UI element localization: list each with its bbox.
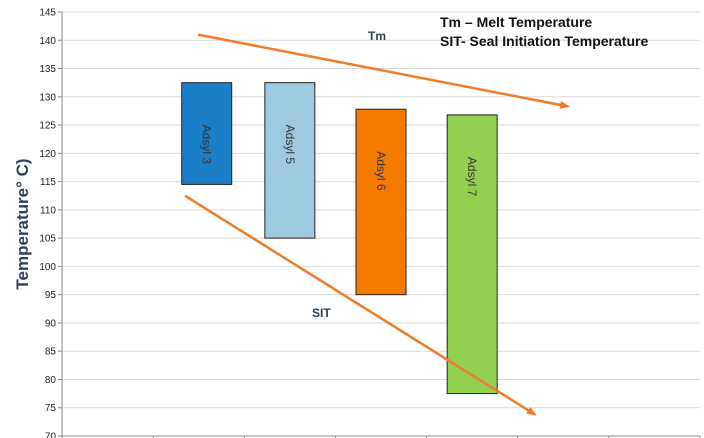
arrow-sit: [184, 194, 537, 416]
bar-label: Adsyl 5: [283, 125, 297, 165]
y-tick-label: 100: [39, 262, 56, 273]
y-tick-label: 70: [45, 432, 57, 438]
bar-label: Adsyl 7: [465, 157, 479, 197]
arrow-label-sit: SIT: [312, 306, 331, 320]
y-axis-ticks: 70 75 80 85 90 95 100 105 110 115 120 125 130 135 140 1…: [39, 8, 62, 438]
bar-adsyl-5: [264, 82, 316, 239]
bar-label: Adsyl 6: [374, 151, 388, 191]
y-tick-label: 135: [39, 64, 56, 75]
y-tick-label: 145: [39, 8, 56, 19]
y-tick-label: 90: [45, 318, 57, 329]
y-tick-label: 80: [45, 375, 57, 386]
y-tick-label: 125: [39, 121, 56, 132]
y-axis-label: Temperature° C): [13, 158, 32, 289]
y-tick-label: 120: [39, 149, 56, 160]
legend-tm: Tm – Melt Temperature: [440, 14, 592, 30]
y-tick-label: 140: [39, 36, 56, 47]
trend-arrows: Tm SIT: [184, 29, 570, 416]
y-tick-label: 110: [40, 205, 56, 216]
y-tick-label: 95: [45, 290, 57, 301]
y-tick-label: 130: [39, 92, 56, 103]
y-tick-label: 85: [45, 347, 57, 358]
bars: Adsyl 3 Adsyl 5 Adsyl 6 Adsyl 7: [181, 82, 498, 395]
y-tick-label: 105: [39, 234, 56, 245]
y-tick-label: 115: [40, 177, 56, 188]
bar-adsyl-6: [355, 108, 407, 296]
x-axis-ticks: [61, 436, 701, 438]
bar-adsyl-3: [181, 82, 233, 185]
y-tick-label: 75: [45, 403, 57, 414]
bar-adsyl-7: [446, 114, 498, 395]
legend-sit: SIT- Seal Initiation Temperature: [440, 33, 648, 49]
arrow-label-tm: Tm: [368, 29, 386, 43]
bar-label: Adsyl 3: [200, 125, 214, 165]
arrow-tm: [197, 33, 570, 109]
